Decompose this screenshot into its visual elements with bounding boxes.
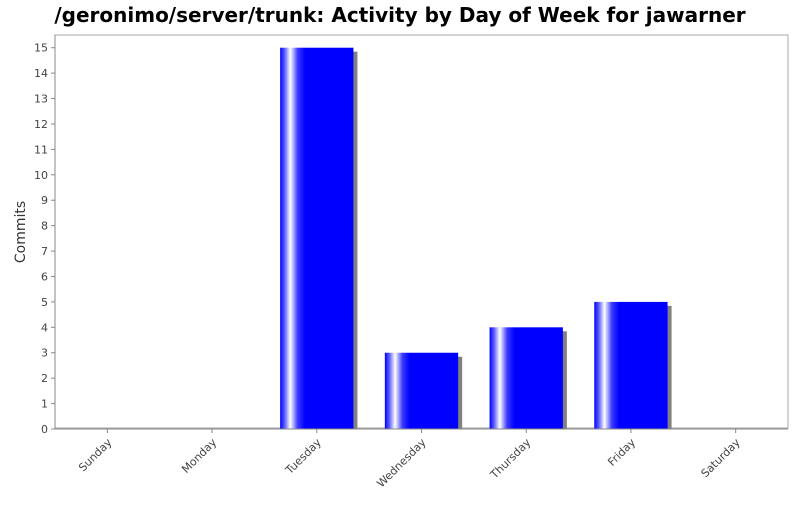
x-axis: Sunday Monday Tuesday Wednesday Thursday Frid… (76, 429, 743, 490)
bar (489, 327, 563, 429)
y-tick-label: 2 (41, 372, 48, 385)
y-tick-label: 7 (41, 245, 48, 258)
x-tick-label: Sunday (76, 436, 115, 475)
y-tick-label: 0 (41, 423, 48, 436)
y-tick-label: 5 (41, 296, 48, 309)
y-tick-label: 13 (34, 93, 48, 106)
y-axis-label: Commits (13, 201, 29, 263)
y-tick-label: 8 (41, 220, 48, 233)
x-tick-label: Thursday (487, 436, 533, 482)
bar (594, 301, 668, 429)
x-tick-label: Tuesday (282, 436, 324, 478)
y-tick-label: 12 (34, 118, 48, 131)
bar (280, 47, 354, 429)
y-tick-label: 9 (41, 194, 48, 207)
y-tick-label: 6 (41, 270, 48, 283)
y-tick-label: 3 (41, 347, 48, 360)
y-tick-label: 10 (34, 169, 48, 182)
chart-title: /geronimo/server/trunk: Activity by Day … (54, 3, 745, 27)
x-tick-label: Monday (179, 436, 219, 476)
bars (280, 47, 672, 429)
y-tick-label: 1 (41, 398, 48, 411)
y-tick-label: 11 (34, 143, 48, 156)
x-tick-label: Saturday (699, 436, 744, 481)
x-tick-label: Friday (605, 436, 638, 469)
y-tick-label: 15 (34, 42, 48, 55)
bar (384, 352, 459, 429)
y-tick-label: 4 (41, 321, 48, 334)
y-tick-label: 14 (34, 67, 48, 80)
x-tick-label: Wednesday (374, 436, 429, 491)
